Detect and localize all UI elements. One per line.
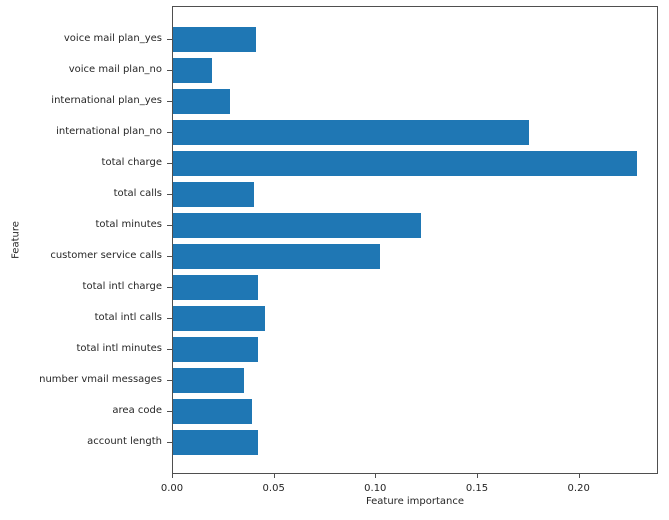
y-tick-label-total-charge: total charge (101, 157, 162, 168)
bar-international-plan-no (173, 120, 529, 145)
x-tick-label-0.15: 0.15 (465, 483, 489, 494)
bar-voice-mail-plan-yes (173, 27, 257, 52)
bar-total-minutes (173, 213, 422, 238)
y-tick-mark (167, 100, 172, 102)
x-tick-mark (273, 474, 275, 478)
y-tick-mark (167, 410, 172, 412)
x-tick-mark (578, 474, 580, 478)
y-tick-label-international-plan-no: international plan_no (56, 126, 162, 137)
y-tick-mark (167, 441, 172, 443)
x-tick-mark (375, 474, 377, 478)
y-tick-label-total-calls: total calls (113, 188, 162, 199)
x-axis-label: Feature importance (365, 496, 465, 507)
bar-total-intl-calls (173, 306, 265, 331)
y-tick-label-customer-service-calls: customer service calls (50, 250, 162, 261)
x-tick-label-0.20: 0.20 (567, 483, 590, 494)
y-tick-mark (167, 131, 172, 133)
bar-total-intl-charge (173, 275, 259, 300)
y-tick-mark (167, 317, 172, 319)
y-tick-mark (167, 348, 172, 350)
y-tick-label-voice-mail-plan-no: voice mail plan_no (68, 64, 162, 75)
y-tick-label-total-minutes: total minutes (95, 219, 162, 230)
y-tick-label-area-code: area code (112, 405, 162, 416)
bar-customer-service-calls (173, 244, 381, 269)
y-tick-mark (167, 38, 172, 40)
y-tick-label-voice-mail-plan-yes: voice mail plan_yes (63, 33, 162, 44)
bar-account-length (173, 430, 259, 455)
plot-area (172, 6, 658, 474)
x-tick-mark (477, 474, 478, 478)
y-tick-mark (167, 286, 172, 288)
bar-total-calls (173, 182, 255, 207)
bar-number-vmail-messages (173, 368, 245, 393)
y-tick-mark (167, 162, 172, 164)
y-tick-label-total-intl-minutes: total intl minutes (76, 343, 162, 354)
y-tick-label-account-length: account length (87, 436, 162, 447)
bar-total-intl-minutes (173, 337, 259, 362)
x-tick-label-0.10: 0.10 (364, 483, 387, 494)
y-tick-mark (167, 193, 172, 195)
y-tick-mark (167, 255, 172, 257)
x-tick-label-0.05: 0.05 (262, 483, 285, 494)
y-tick-label-international-plan-yes: international plan_yes (51, 95, 162, 106)
y-tick-label-total-intl-calls: total intl calls (94, 312, 162, 323)
y-tick-mark (167, 69, 172, 71)
y-tick-mark (167, 379, 172, 381)
bar-international-plan-yes (173, 89, 230, 114)
y-tick-label-total-intl-charge: total intl charge (82, 281, 162, 292)
bar-area-code (173, 399, 253, 424)
x-tick-mark (172, 474, 173, 478)
y-tick-label-number-vmail-messages: number vmail messages (39, 374, 162, 385)
y-tick-mark (167, 224, 172, 226)
bar-voice-mail-plan-no (173, 58, 212, 83)
bar-total-charge (173, 151, 637, 176)
x-tick-label-0.00: 0.00 (160, 483, 184, 494)
